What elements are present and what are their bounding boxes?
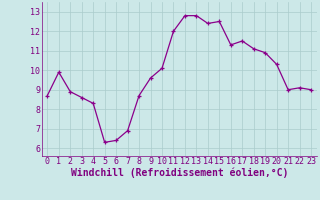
X-axis label: Windchill (Refroidissement éolien,°C): Windchill (Refroidissement éolien,°C) <box>70 168 288 178</box>
